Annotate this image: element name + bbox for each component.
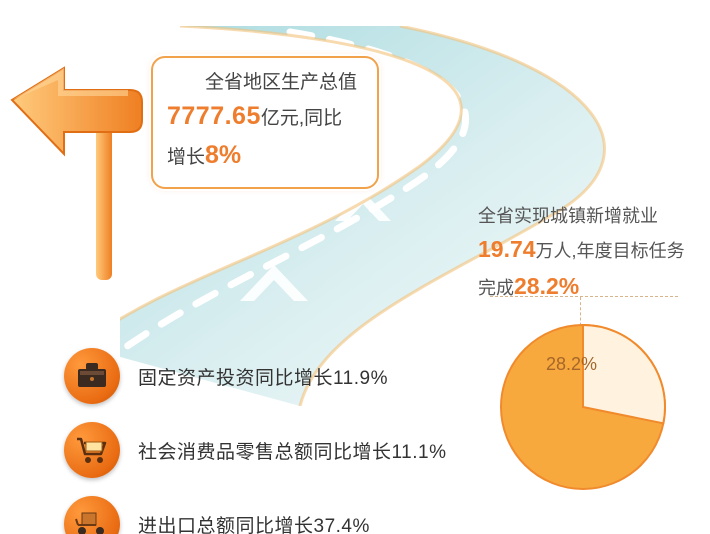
employment-percent: 28.2% — [514, 273, 579, 299]
list-item: 社会消费品零售总额同比增长11.1% — [64, 422, 484, 478]
employment-line3: 完成28.2% — [478, 268, 694, 305]
employment-title: 全省实现城镇新增就业 — [478, 202, 694, 231]
list-item: 固定资产投资同比增长11.9% — [64, 348, 484, 404]
gdp-tongbi: 同比 — [304, 108, 342, 129]
gdp-percent: 8% — [205, 141, 241, 169]
gdp-line2: 7777.65亿元,同比 — [167, 97, 363, 136]
employment-tail1: 年度目标任务 — [577, 241, 685, 261]
bullet-text: 固定资产投资同比增长11.9% — [138, 363, 388, 390]
employment-line2: 19.74万人,年度目标任务 — [478, 231, 694, 268]
employment-leader-line — [490, 296, 678, 297]
gdp-callout-card: 全省地区生产总值 7777.65亿元,同比 增长8% — [151, 56, 379, 189]
gdp-growth-label: 增长 — [167, 147, 205, 168]
employment-block: 全省实现城镇新增就业 19.74万人,年度目标任务 完成28.2% — [478, 202, 694, 304]
employment-unit: 万人, — [536, 241, 577, 261]
bullet-text: 进出口总额同比增长37.4% — [138, 511, 370, 534]
employment-pie-chart — [498, 322, 668, 492]
bullet-text: 社会消费品零售总额同比增长11.1% — [138, 437, 446, 464]
delivery-cart-icon — [64, 496, 120, 534]
gdp-line1: 全省地区生产总值 — [167, 68, 363, 97]
pie-percent-label: 28.2% — [546, 354, 597, 375]
shopping-cart-icon — [64, 422, 120, 478]
gdp-value: 7777.65 — [167, 102, 261, 130]
list-item: 进出口总额同比增长37.4% — [64, 496, 484, 534]
gdp-title: 全省地区生产总值 — [205, 72, 357, 93]
stat-bullet-list: 固定资产投资同比增长11.9% 社会消费品零售总额同比增长11.1% 进出口总额… — [64, 348, 484, 534]
gdp-line3: 增长8% — [167, 136, 363, 175]
infographic-canvas: 全省地区生产总值 7777.65亿元,同比 增长8% 全省实现城镇新增就业 19… — [0, 0, 710, 534]
signpost-arrow-icon — [0, 50, 150, 280]
employment-tail2-pre: 完成 — [478, 278, 514, 298]
briefcase-icon — [64, 348, 120, 404]
gdp-unit: 亿元, — [261, 108, 304, 129]
employment-value: 19.74 — [478, 236, 536, 262]
